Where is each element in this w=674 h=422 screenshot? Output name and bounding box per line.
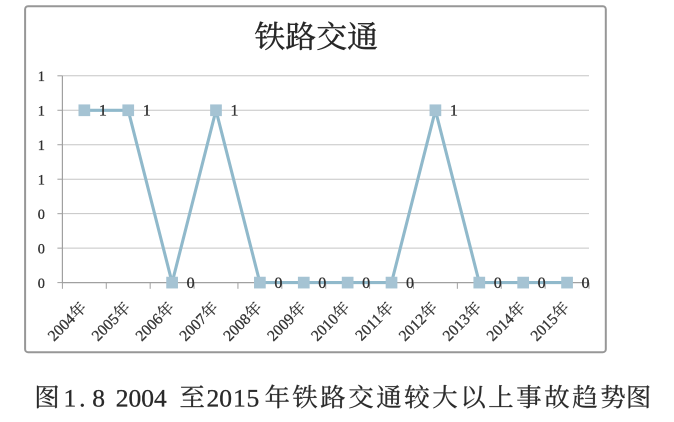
svg-text:5: 5 [247, 383, 260, 412]
svg-text:1: 1 [143, 102, 151, 119]
svg-text:0: 0 [38, 242, 45, 258]
svg-text:1: 1 [38, 173, 45, 189]
svg-text:.: . [79, 383, 85, 412]
svg-text:2: 2 [207, 383, 220, 412]
svg-text:2004: 2004 [116, 383, 167, 412]
svg-text:1: 1 [230, 102, 238, 119]
svg-text:1: 1 [233, 383, 246, 412]
svg-text:1: 1 [450, 102, 458, 119]
svg-text:1: 1 [38, 69, 45, 85]
svg-text:0: 0 [494, 275, 502, 292]
svg-text:8: 8 [92, 383, 105, 412]
svg-text:0: 0 [406, 275, 414, 292]
svg-text:0: 0 [187, 275, 195, 292]
svg-text:1: 1 [38, 138, 45, 154]
svg-text:0: 0 [538, 275, 546, 292]
svg-text:0: 0 [318, 275, 326, 292]
svg-text:0: 0 [219, 383, 232, 412]
svg-text:1: 1 [64, 383, 77, 412]
svg-text:1: 1 [99, 102, 107, 119]
svg-text:0: 0 [38, 276, 45, 292]
svg-text:0: 0 [274, 275, 282, 292]
svg-text:0: 0 [38, 207, 45, 223]
svg-text:1: 1 [38, 104, 45, 120]
svg-text:0: 0 [582, 275, 590, 292]
svg-text:0: 0 [362, 275, 370, 292]
